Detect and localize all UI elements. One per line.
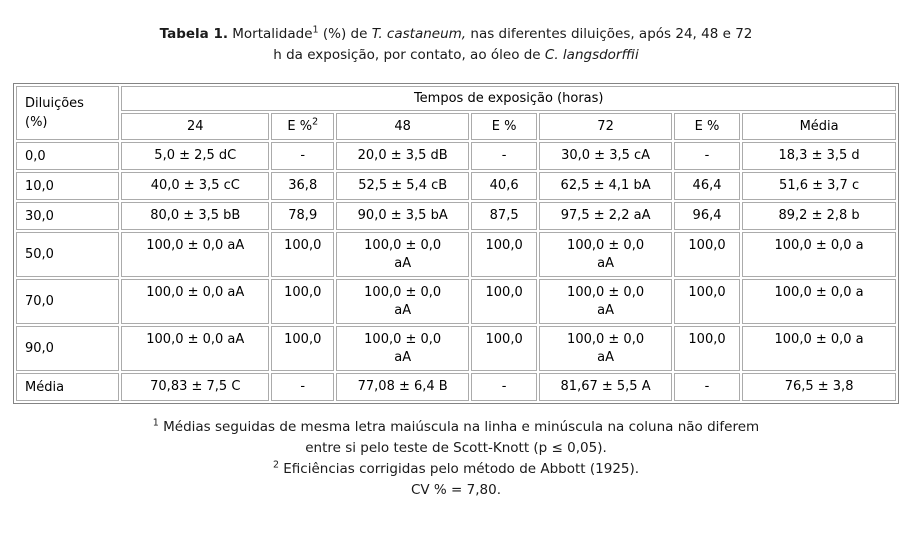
species-name-c-langsdorffii: C. langsdorffii: [544, 47, 639, 63]
mortality-table: Diluições (%) Tempos de exposição (horas)…: [13, 83, 899, 404]
cell-mortality-72h: 30,0 ± 3,5 cA: [539, 142, 672, 170]
cell-efficiency-72h: -: [673, 373, 741, 401]
cell-media: 89,2 ± 2,8 b: [742, 202, 896, 230]
column-header-media: Média: [742, 113, 896, 140]
cell-media: 100,0 ± 0,0 a: [742, 326, 896, 371]
cell-efficiency-48h: 100,0: [470, 279, 538, 324]
cell-efficiency-72h: 100,0: [673, 326, 741, 371]
row-label: 50,0: [16, 232, 120, 277]
cv-note: CV % = 7,80.: [410, 482, 502, 498]
footnote-1-line-1: 1 Médias seguidas de mesma letra maiúscu…: [152, 417, 760, 435]
caption-table-number: Tabela 1.: [159, 26, 228, 42]
footnotes: 1 Médias seguidas de mesma letra maiúscu…: [0, 417, 912, 501]
cell-efficiency-48h: 100,0: [470, 232, 538, 277]
cell-mortality-72h: 62,5 ± 4,1 bA: [539, 172, 672, 200]
row-label: 10,0: [16, 172, 120, 200]
cell-mortality-48h: 52,5 ± 5,4 cB: [336, 172, 469, 200]
cell-media: 51,6 ± 3,7 c: [742, 172, 896, 200]
cell-mortality-48h: 90,0 ± 3,5 bA: [336, 202, 469, 230]
footnote-marker-1: 1: [152, 417, 159, 429]
cell-efficiency-48h: 40,6: [470, 172, 538, 200]
cell-mortality-48h: 100,0 ± 0,0 aA: [336, 279, 469, 324]
cell-mortality-24h: 100,0 ± 0,0 aA: [121, 279, 270, 324]
table-caption: Tabela 1. Mortalidade1 (%) de T. castane…: [0, 24, 912, 66]
table-row-media: Média 70,83 ± 7,5 C - 77,08 ± 6,4 B - 81…: [16, 373, 896, 401]
cell-efficiency-72h: 100,0: [673, 232, 741, 277]
cell-mortality-72h: 100,0 ± 0,0 aA: [539, 232, 672, 277]
column-header-row: 24 E %2 48 E % 72 E % Média: [16, 113, 896, 140]
row-label: Média: [16, 373, 120, 401]
cell-efficiency-24h: 36,8: [271, 172, 335, 200]
cell-mortality-48h: 100,0 ± 0,0 aA: [336, 232, 469, 277]
table-row-dilution-10: 10,0 40,0 ± 3,5 cC 36,8 52,5 ± 5,4 cB 40…: [16, 172, 896, 200]
cell-efficiency-48h: -: [470, 142, 538, 170]
cell-mortality-72h: 81,67 ± 5,5 A: [539, 373, 672, 401]
cell-media: 100,0 ± 0,0 a: [742, 279, 896, 324]
cell-efficiency-24h: -: [271, 142, 335, 170]
row-label: 90,0: [16, 326, 120, 371]
cell-mortality-72h: 100,0 ± 0,0 aA: [539, 326, 672, 371]
cell-efficiency-24h: 100,0: [271, 232, 335, 277]
cell-mortality-48h: 20,0 ± 3,5 dB: [336, 142, 469, 170]
footnote-2: 2 Eficiências corrigidas pelo método de …: [272, 459, 640, 477]
cell-mortality-48h: 100,0 ± 0,0 aA: [336, 326, 469, 371]
column-header-e-pct-2: E %2: [271, 113, 335, 140]
caption-line-2: h da exposição, por contato, ao óleo de …: [273, 47, 639, 63]
cell-efficiency-72h: -: [673, 142, 741, 170]
cell-efficiency-24h: -: [271, 373, 335, 401]
cell-efficiency-24h: 100,0: [271, 326, 335, 371]
cell-efficiency-48h: -: [470, 373, 538, 401]
caption-line-1: Tabela 1. Mortalidade1 (%) de T. castane…: [159, 24, 753, 42]
row-label: 30,0: [16, 202, 120, 230]
cell-mortality-24h: 5,0 ± 2,5 dC: [121, 142, 270, 170]
table-row-dilution-50: 50,0 100,0 ± 0,0 aA 100,0 100,0 ± 0,0 aA…: [16, 232, 896, 277]
table-row-dilution-30: 30,0 80,0 ± 3,5 bB 78,9 90,0 ± 3,5 bA 87…: [16, 202, 896, 230]
cell-media: 76,5 ± 3,8: [742, 373, 896, 401]
table-row-dilution-70: 70,0 100,0 ± 0,0 aA 100,0 100,0 ± 0,0 aA…: [16, 279, 896, 324]
page: { "caption": { "line1": { "bold": "Tabel…: [0, 24, 912, 533]
cell-efficiency-72h: 46,4: [673, 172, 741, 200]
cell-mortality-24h: 70,83 ± 7,5 C: [121, 373, 270, 401]
species-name-t-castaneum: T. castaneum,: [371, 26, 467, 42]
caption-footnote-marker-1: 1: [312, 24, 319, 36]
cell-media: 18,3 ± 3,5 d: [742, 142, 896, 170]
row-label: 70,0: [16, 279, 120, 324]
cell-media: 100,0 ± 0,0 a: [742, 232, 896, 277]
cell-mortality-24h: 100,0 ± 0,0 aA: [121, 232, 270, 277]
column-header-72: 72: [539, 113, 672, 140]
column-header-24: 24: [121, 113, 270, 140]
footnote-1-line-2: entre si pelo teste de Scott-Knott (p ≤ …: [305, 440, 607, 456]
cell-mortality-72h: 97,5 ± 2,2 aA: [539, 202, 672, 230]
cell-efficiency-72h: 100,0: [673, 279, 741, 324]
cell-mortality-24h: 100,0 ± 0,0 aA: [121, 326, 270, 371]
corner-header-diluicoes: Diluições (%): [16, 86, 120, 140]
cell-mortality-24h: 80,0 ± 3,5 bB: [121, 202, 270, 230]
column-header-48: 48: [336, 113, 469, 140]
cell-mortality-48h: 77,08 ± 6,4 B: [336, 373, 469, 401]
row-label: 0,0: [16, 142, 120, 170]
cell-efficiency-24h: 100,0: [271, 279, 335, 324]
column-header-e-pct: E %: [470, 113, 538, 140]
cell-efficiency-48h: 100,0: [470, 326, 538, 371]
cell-mortality-72h: 100,0 ± 0,0 aA: [539, 279, 672, 324]
cell-mortality-24h: 40,0 ± 3,5 cC: [121, 172, 270, 200]
footnote-marker-2: 2: [272, 459, 279, 471]
table-row-dilution-90: 90,0 100,0 ± 0,0 aA 100,0 100,0 ± 0,0 aA…: [16, 326, 896, 371]
cell-efficiency-24h: 78,9: [271, 202, 335, 230]
column-header-e-pct: E %: [673, 113, 741, 140]
group-header-tempos-exposicao: Tempos de exposição (horas): [121, 86, 896, 111]
cell-efficiency-48h: 87,5: [470, 202, 538, 230]
header-footnote-marker-2: 2: [312, 116, 319, 128]
table-row-dilution-0: 0,0 5,0 ± 2,5 dC - 20,0 ± 3,5 dB - 30,0 …: [16, 142, 896, 170]
cell-efficiency-72h: 96,4: [673, 202, 741, 230]
